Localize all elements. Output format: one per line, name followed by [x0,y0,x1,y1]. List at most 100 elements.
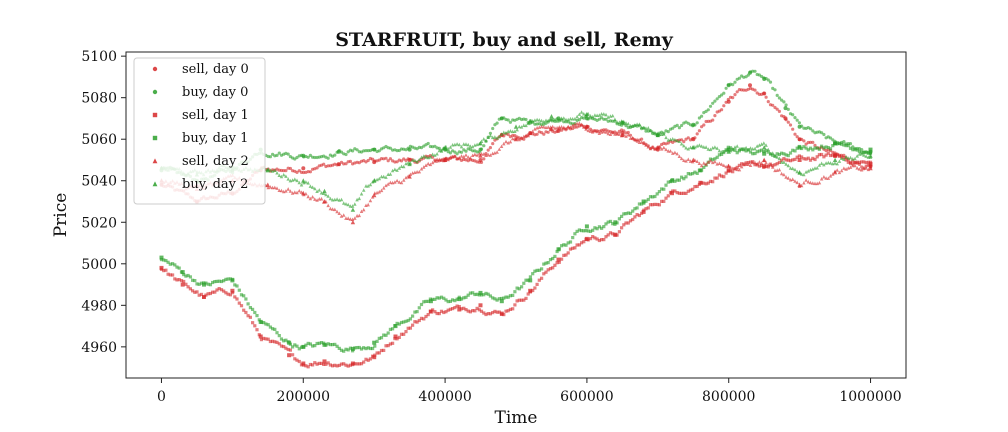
data-point [753,88,757,92]
data-point [815,166,819,170]
data-point [693,185,697,189]
data-point [682,177,686,181]
data-point [282,345,286,349]
data-point [497,134,502,139]
data-point [502,296,506,300]
data-point [768,80,773,84]
data-point [602,129,606,134]
data-point [395,337,399,341]
data-point [408,161,413,165]
data-point [782,157,786,161]
data-point [575,229,579,233]
data-point [310,185,315,189]
data-point [551,266,555,270]
data-point [622,212,626,216]
data-point [548,258,553,262]
data-point [191,289,195,293]
data-point [388,342,392,346]
data-point [748,150,753,154]
data-point [293,177,297,181]
data-point [226,292,230,296]
data-point [702,161,706,165]
data-point [611,222,615,226]
data-point [202,295,206,299]
data-point [455,152,459,156]
data-point [697,182,701,186]
data-point [655,147,659,151]
data-point [771,153,775,157]
data-point [399,159,404,163]
data-point [306,365,310,369]
data-point [517,124,522,129]
data-point [728,165,733,169]
data-point [310,195,315,199]
data-point [706,147,710,151]
data-point [313,197,317,201]
data-point [644,199,648,203]
data-point [437,296,441,300]
data-point [868,164,873,169]
x-tick-label: 400000 [418,389,471,405]
data-point [633,207,637,211]
data-point [393,180,397,184]
data-point [524,117,528,122]
data-point [293,357,297,361]
legend-marker [152,181,158,187]
data-point [531,288,535,293]
data-point [468,144,473,148]
data-point [822,162,826,167]
data-point [642,201,646,205]
data-point [371,354,375,358]
data-point [315,198,319,202]
data-point [811,167,815,171]
y-tick-label: 5100 [81,49,117,65]
data-point [375,351,379,355]
data-point [549,114,554,119]
data-point [353,346,357,350]
data-point [293,343,297,347]
data-point [588,127,593,131]
data-point [735,90,739,94]
data-point [602,238,606,242]
data-point [771,86,775,90]
data-point [595,237,599,241]
data-point [224,277,228,281]
data-point [168,273,172,277]
data-point [606,115,610,119]
data-point [466,142,470,147]
data-point [680,191,684,195]
data-point [604,130,608,134]
data-point [577,118,582,122]
data-point [642,141,646,146]
data-point [526,121,530,126]
data-point [668,190,673,194]
data-point [806,156,810,160]
data-point [717,153,721,157]
data-point [350,217,355,221]
data-point [444,144,448,149]
data-point [479,147,484,151]
data-point [702,123,706,127]
data-point [262,321,266,325]
data-point [453,299,457,303]
data-point [613,233,617,237]
data-point [426,161,430,166]
data-point [824,145,828,149]
data-point [477,141,482,146]
data-point [635,213,639,217]
data-point [388,157,392,161]
data-point [637,202,641,206]
data-point [542,125,546,129]
data-point [331,343,335,347]
data-point [842,140,846,144]
data-point [846,144,850,148]
data-point [680,175,684,179]
data-point [311,363,315,367]
data-point [617,132,622,136]
data-point [780,98,784,102]
data-point [577,112,582,116]
data-point [428,297,432,301]
data-point [477,293,481,297]
data-point [622,119,626,124]
data-point [262,336,266,340]
